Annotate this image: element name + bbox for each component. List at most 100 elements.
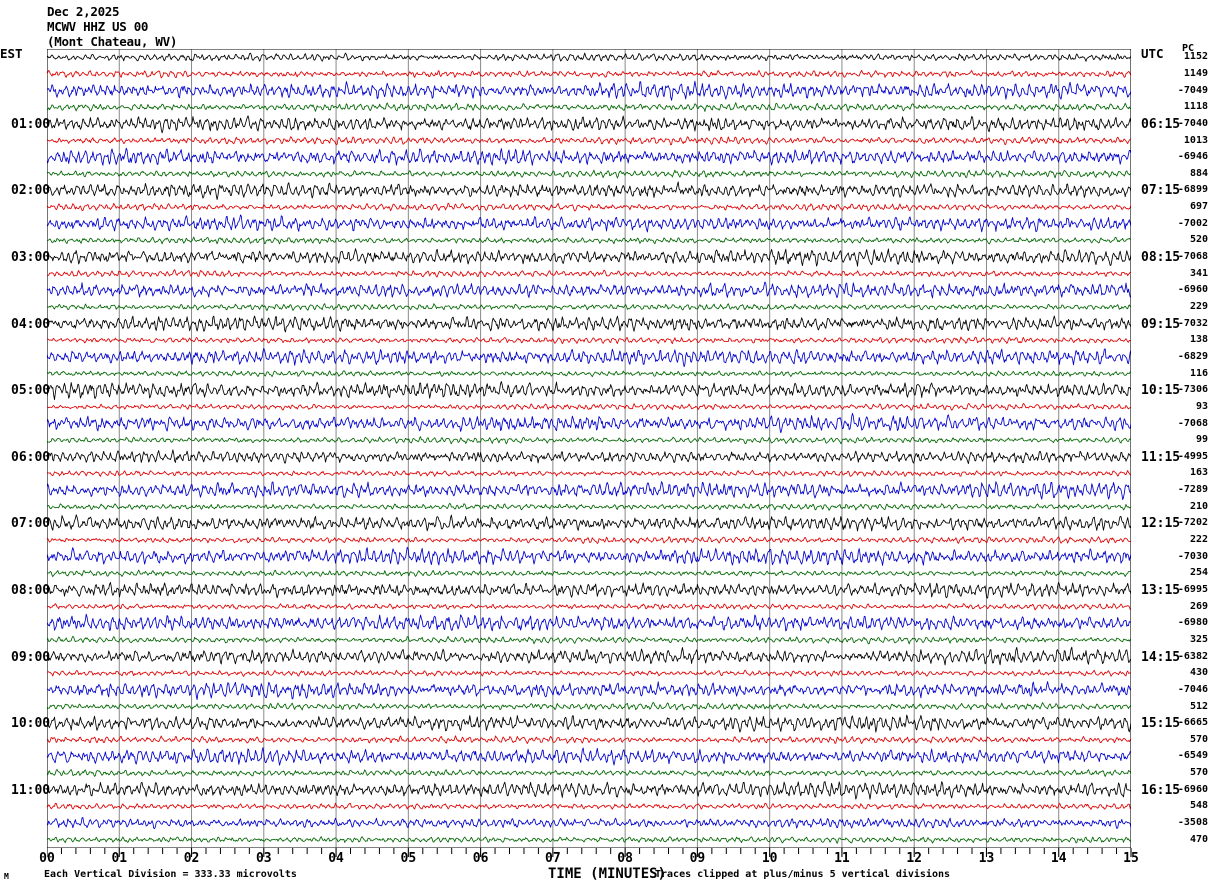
corner-mark: M	[4, 872, 9, 881]
x-tick-label: 02	[183, 851, 200, 866]
peak-count-header: PC	[1182, 43, 1195, 54]
est-hour-label: 01:00	[11, 116, 51, 132]
peak-count-value: -7046	[1177, 683, 1208, 695]
peak-count-value: -7030	[1177, 550, 1208, 562]
utc-hour-label: 10:15	[1141, 383, 1181, 399]
peak-count-value: -6946	[1177, 151, 1208, 163]
peak-count-value: 1152	[1183, 51, 1208, 63]
est-hour-label: 07:00	[11, 516, 51, 532]
peak-count-value: 548	[1189, 800, 1208, 812]
est-hour-label: 03:00	[11, 250, 51, 266]
est-hour-label: 10:00	[11, 716, 51, 732]
peak-count-value: -7068	[1177, 251, 1208, 263]
peak-count-value: -6549	[1177, 750, 1208, 762]
peak-count-value: 1149	[1183, 67, 1208, 79]
peak-count-value: -6995	[1177, 583, 1208, 595]
est-hour-label: 09:00	[11, 649, 51, 665]
clip-note: Traces clipped at plus/minus 5 vertical …	[655, 869, 951, 880]
peak-count-value: -7289	[1177, 484, 1208, 496]
utc-hour-label: 11:15	[1141, 449, 1181, 465]
header-date: Dec 2,2025	[47, 4, 120, 19]
x-axis-title: TIME (MINUTES)	[548, 866, 667, 882]
est-hour-label: 05:00	[11, 383, 51, 399]
x-tick-label: 10	[761, 851, 778, 866]
peak-count-value: 570	[1189, 767, 1208, 779]
peak-count-value: 116	[1189, 367, 1208, 379]
utc-hour-label: 07:15	[1141, 183, 1181, 199]
x-tick-label: 11	[834, 851, 850, 866]
peak-count-value: 1013	[1183, 134, 1208, 146]
x-tick-label: 00	[39, 851, 55, 866]
peak-count-value: 325	[1189, 633, 1208, 645]
peak-count-value: -6899	[1177, 184, 1208, 196]
utc-hour-label: 13:15	[1141, 582, 1181, 598]
peak-count-value: -4995	[1177, 450, 1208, 462]
header-station-code: MCWV HHZ US 00	[47, 19, 149, 34]
utc-hour-ticks	[1173, 49, 1183, 848]
header-site-name: (Mont Chateau, WV)	[47, 34, 178, 49]
peak-count-value: 93	[1195, 400, 1208, 412]
peak-count-value: 341	[1189, 267, 1208, 279]
peak-count-value: 470	[1189, 833, 1208, 845]
peak-count-value: 222	[1189, 534, 1208, 546]
peak-count-value: -6382	[1177, 650, 1208, 662]
x-tick-label: 08	[617, 851, 633, 866]
peak-count-value: -7032	[1177, 317, 1208, 329]
est-hour-label: 06:00	[11, 449, 51, 465]
utc-hour-label: 12:15	[1141, 516, 1181, 532]
peak-count-value: -7202	[1177, 517, 1208, 529]
x-axis-ticks	[47, 848, 1132, 857]
utc-hour-label: 06:15	[1141, 116, 1181, 132]
timezone-label-est: EST	[0, 46, 23, 61]
x-tick-label: 01	[111, 851, 128, 866]
est-hour-label: 11:00	[11, 782, 51, 798]
peak-count-value: -7068	[1177, 417, 1208, 429]
utc-hour-label: 16:15	[1141, 782, 1181, 798]
x-tick-label: 05	[400, 851, 417, 866]
peak-count-value: -6980	[1177, 617, 1208, 629]
x-tick-label: 15	[1123, 851, 1139, 866]
utc-hour-label: 14:15	[1141, 649, 1181, 665]
peak-count-value: 697	[1189, 201, 1208, 213]
x-tick-label: 14	[1050, 851, 1067, 866]
scale-note: Each Vertical Division = 333.33 microvol…	[44, 869, 297, 880]
peak-count-value: 520	[1189, 234, 1208, 246]
est-hour-label: 02:00	[11, 183, 51, 199]
peak-count-value: 138	[1189, 334, 1208, 346]
peak-count-value: -7306	[1177, 384, 1208, 396]
peak-count-value: 430	[1189, 667, 1208, 679]
utc-hour-label: 15:15	[1141, 716, 1181, 732]
peak-count-value: -7049	[1177, 84, 1208, 96]
x-tick-label: 07	[545, 851, 561, 866]
peak-count-value: -6665	[1177, 717, 1208, 729]
utc-hour-label: 09:15	[1141, 316, 1181, 332]
est-hour-label: 08:00	[11, 582, 51, 598]
x-tick-label: 03	[255, 851, 272, 866]
peak-count-value: 884	[1189, 167, 1208, 179]
peak-count-value: 1118	[1183, 101, 1208, 113]
peak-count-value: 570	[1189, 733, 1208, 745]
x-tick-label: 12	[906, 851, 923, 866]
peak-count-value: 99	[1195, 434, 1208, 446]
est-hour-label: 04:00	[11, 316, 51, 332]
x-tick-label: 04	[328, 851, 344, 866]
peak-count-value: 210	[1189, 500, 1208, 512]
peak-count-value: -7002	[1177, 217, 1208, 229]
x-tick-label: 06	[472, 851, 489, 866]
x-tick-label: 13	[978, 851, 995, 866]
peak-count-value: 229	[1189, 301, 1208, 312]
peak-count-value: 512	[1189, 700, 1208, 712]
peak-count-value: -6829	[1177, 350, 1208, 362]
peak-count-value: -6960	[1177, 783, 1208, 795]
peak-count-value: 254	[1189, 567, 1208, 579]
peak-count-value: -7040	[1177, 117, 1208, 129]
peak-count-value: 269	[1189, 600, 1208, 612]
seismogram-traces	[47, 49, 1131, 848]
peak-count-value: -6960	[1177, 284, 1208, 296]
helicorder-plot[interactable]	[47, 49, 1131, 848]
x-tick-label: 09	[689, 851, 706, 866]
utc-hour-label: 08:15	[1141, 250, 1181, 266]
peak-count-value: 163	[1189, 467, 1208, 479]
timezone-label-utc: UTC	[1141, 46, 1164, 61]
peak-count-value: -3508	[1177, 817, 1208, 829]
